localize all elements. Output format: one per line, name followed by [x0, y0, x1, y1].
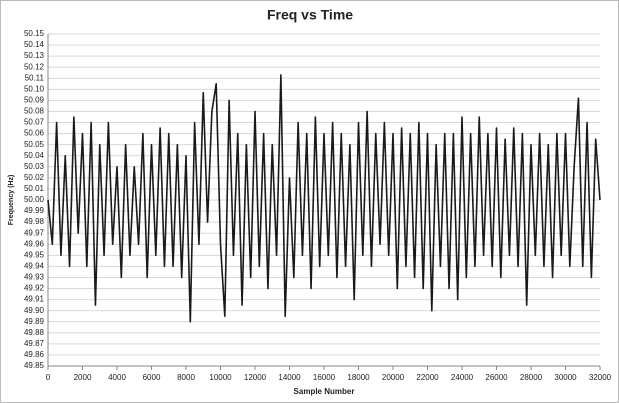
x-tick-label: 2000: [74, 373, 92, 382]
y-tick-label: 49.86: [24, 350, 45, 359]
x-tick-label: 4000: [108, 373, 126, 382]
y-tick-label: 49.88: [24, 328, 45, 337]
y-tick-label: 50.10: [24, 84, 45, 93]
x-tick-label: 6000: [143, 373, 161, 382]
y-tick-label: 49.97: [24, 228, 45, 237]
y-tick-label: 49.95: [24, 250, 45, 259]
y-tick-label: 49.96: [24, 239, 45, 248]
y-tick-label: 49.87: [24, 339, 45, 348]
y-tick-label: 50.03: [24, 162, 45, 171]
x-tick-label: 14000: [278, 373, 301, 382]
x-tick-label: 12000: [244, 373, 267, 382]
y-tick-label: 50.08: [24, 107, 45, 116]
y-tick-label: 50.12: [24, 62, 45, 71]
x-tick-label: 18000: [347, 373, 370, 382]
x-axis-label: Sample Number: [294, 387, 355, 396]
y-tick-label: 49.93: [24, 273, 45, 282]
x-tick-label: 24000: [451, 373, 474, 382]
x-tick-label: 10000: [209, 373, 232, 382]
x-tick-label: 22000: [416, 373, 439, 382]
y-tick-label: 50.02: [24, 173, 45, 182]
y-tick-label: 49.99: [24, 206, 45, 215]
x-tick-label: 20000: [382, 373, 405, 382]
y-tick-label: 49.92: [24, 284, 45, 293]
y-tick-label: 49.94: [24, 262, 45, 271]
y-tick-label: 49.90: [24, 306, 45, 315]
x-tick-label: 16000: [313, 373, 336, 382]
chart-title: Freq vs Time: [267, 7, 353, 23]
y-tick-label: 50.14: [24, 40, 45, 49]
y-tick-label: 50.06: [24, 129, 45, 138]
y-tick-label: 50.01: [24, 184, 45, 193]
y-tick-label: 49.89: [24, 317, 45, 326]
y-tick-label: 50.11: [25, 73, 45, 82]
data-line: [47, 74, 601, 323]
x-tick-label: 8000: [177, 373, 195, 382]
y-tick-label: 50.09: [24, 96, 45, 105]
x-tick-label: 26000: [485, 373, 508, 382]
y-tick-label: 50.00: [24, 195, 45, 204]
y-tick-label: 50.13: [24, 51, 45, 60]
x-tick-label: 32000: [589, 373, 612, 382]
y-tick-label: 50.04: [24, 151, 45, 160]
y-tick-label: 50.07: [24, 118, 45, 127]
y-tick-label: 50.05: [24, 140, 45, 149]
y-tick-label: 50.15: [24, 29, 45, 38]
y-axis-label: Frequency (Hz): [8, 175, 15, 226]
y-tick-label: 49.91: [24, 295, 45, 304]
x-tick-label: 28000: [520, 373, 543, 382]
y-tick-label: 49.98: [24, 217, 45, 226]
y-tick-label: 49.85: [24, 361, 45, 370]
x-tick-label: 30000: [554, 373, 577, 382]
x-tick-label: 0: [46, 373, 51, 382]
